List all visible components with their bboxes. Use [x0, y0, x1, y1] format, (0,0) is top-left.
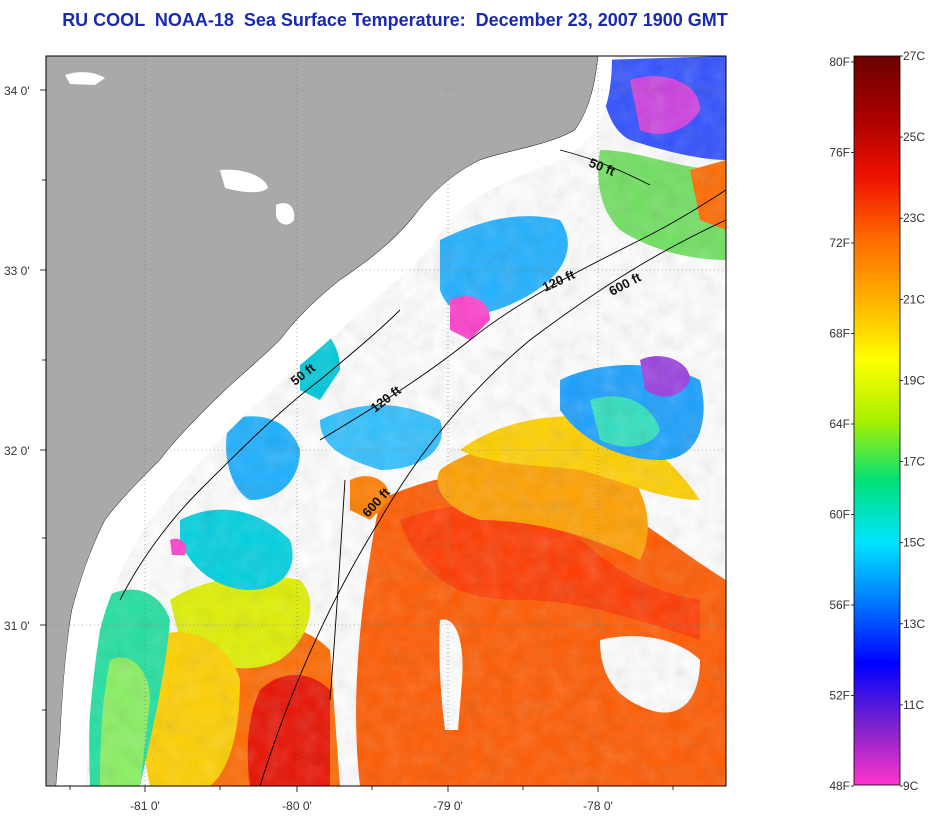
- longitude-label: -78 0': [583, 799, 613, 813]
- fahrenheit-label: 76F: [829, 146, 850, 160]
- celsius-label: 11C: [903, 698, 924, 712]
- map-title: RU COOL NOAA-18 Sea Surface Temperature:…: [62, 10, 728, 30]
- fahrenheit-label: 64F: [829, 417, 850, 431]
- celsius-label: 27C: [903, 49, 925, 63]
- map-frame: [45, 55, 727, 787]
- inland-lake: [65, 72, 105, 85]
- temperature-colorbar: 80F 76F 72F 68F 64F 60F 56F 52F 48F 27C 25C 23C 21C…: [829, 49, 925, 793]
- fahrenheit-label: 72F: [829, 236, 850, 250]
- map-area: 50 ft 50 ft 120 ft 120 ft 600 ft 600 ft: [46, 56, 726, 786]
- celsius-label: 21C: [903, 292, 925, 306]
- axis-ticks: [40, 89, 674, 792]
- sst-field: [46, 56, 726, 786]
- inland-lake: [220, 169, 268, 193]
- longitude-label: -79 0': [433, 799, 463, 813]
- lat-lon-grid: [46, 56, 726, 786]
- longitude-label: -81 0': [130, 799, 160, 813]
- celsius-label: 23C: [903, 211, 925, 225]
- isobath-lines: [119, 149, 726, 786]
- longitude-label: -80 0': [282, 799, 312, 813]
- fahrenheit-label: 52F: [829, 689, 850, 703]
- celsius-label: 13C: [903, 617, 925, 631]
- celsius-label: 25C: [903, 130, 925, 144]
- latitude-label: 32 0': [4, 444, 30, 458]
- latitude-label: 34 0': [4, 84, 30, 98]
- fahrenheit-label: 68F: [829, 327, 850, 341]
- fahrenheit-label: 48F: [829, 779, 850, 793]
- inland-lake: [276, 203, 295, 225]
- fahrenheit-label: 80F: [829, 55, 850, 69]
- celsius-label: 15C: [903, 536, 925, 550]
- celsius-label: 9C: [903, 779, 919, 793]
- fahrenheit-label: 60F: [829, 508, 850, 522]
- celsius-label: 17C: [903, 455, 925, 469]
- latitude-label: 31 0': [4, 619, 30, 633]
- celsius-label: 19C: [903, 373, 925, 387]
- latitude-label: 33 0': [4, 264, 30, 278]
- fahrenheit-label: 56F: [829, 598, 850, 612]
